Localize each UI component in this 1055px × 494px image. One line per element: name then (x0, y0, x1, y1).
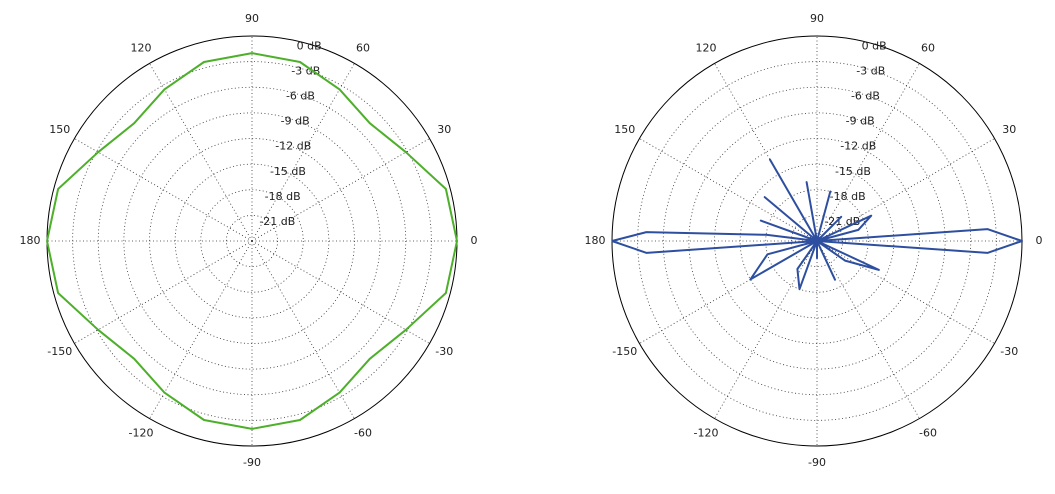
theta-tick-label: -60 (919, 426, 937, 439)
r-tick-label: 0 dB (297, 39, 322, 52)
theta-tick-label: -60 (354, 426, 372, 439)
r-tick-label: -6 dB (286, 90, 315, 103)
ring (662, 86, 972, 396)
r-tick-label: -3 dB (291, 65, 320, 78)
series-line (46, 52, 458, 430)
ring (174, 163, 330, 319)
r-tick-label: -3 dB (856, 65, 885, 78)
theta-tick-label: 0 (471, 234, 478, 247)
r-tick-label: -18 dB (265, 190, 301, 203)
ring (200, 189, 304, 293)
r-tick-label: -9 dB (281, 115, 310, 128)
spoke (149, 63, 253, 242)
ring (123, 112, 381, 370)
theta-tick-label: -150 (612, 345, 637, 358)
theta-tick-label: -30 (435, 345, 453, 358)
theta-tick-label: 120 (131, 42, 152, 55)
ring (765, 189, 869, 293)
spoke (74, 240, 253, 344)
theta-tick-label: -120 (694, 426, 719, 439)
ring (225, 214, 279, 268)
spoke (714, 63, 818, 242)
theta-tick-label: -30 (1000, 345, 1018, 358)
ring (714, 138, 920, 344)
theta-tick-label: 180 (20, 234, 41, 247)
theta-tick-label: 90 (810, 12, 824, 25)
theta-tick-label: 0 (1036, 234, 1043, 247)
r-tick-label: 0 dB (862, 39, 887, 52)
spoke (251, 138, 430, 242)
ring (72, 61, 432, 421)
theta-tick-label: 90 (245, 12, 259, 25)
r-tick-label: -12 dB (275, 140, 311, 153)
series-line (611, 158, 1023, 291)
theta-tick-label: 150 (614, 123, 635, 136)
theta-tick-label: -150 (47, 345, 72, 358)
spoke (816, 138, 995, 242)
r-tick-label: -21 dB (259, 215, 295, 228)
theta-tick-label: -120 (129, 426, 154, 439)
r-tick-label: -21 dB (824, 215, 860, 228)
spoke (251, 240, 430, 344)
r-tick-label: -18 dB (830, 190, 866, 203)
ring (637, 61, 997, 421)
theta-tick-label: 30 (437, 123, 451, 136)
theta-tick-label: 30 (1002, 123, 1016, 136)
ring (688, 112, 946, 370)
theta-tick-label: 60 (921, 42, 935, 55)
ring (149, 138, 355, 344)
ring (790, 214, 844, 268)
theta-tick-label: 60 (356, 42, 370, 55)
theta-tick-label: 180 (585, 234, 606, 247)
theta-tick-label: 120 (696, 42, 717, 55)
spoke (816, 240, 995, 344)
theta-tick-label: -90 (243, 456, 261, 469)
r-tick-label: -12 dB (840, 140, 876, 153)
spoke (816, 240, 920, 419)
spoke (639, 240, 818, 344)
ring (739, 163, 895, 319)
r-tick-label: -6 dB (851, 90, 880, 103)
r-tick-label: -15 dB (835, 165, 871, 178)
theta-tick-label: 150 (49, 123, 70, 136)
r-tick-label: -9 dB (846, 115, 875, 128)
theta-tick-label: -90 (808, 456, 826, 469)
r-tick-label: -15 dB (270, 165, 306, 178)
spoke (251, 240, 355, 419)
ring (97, 86, 407, 396)
